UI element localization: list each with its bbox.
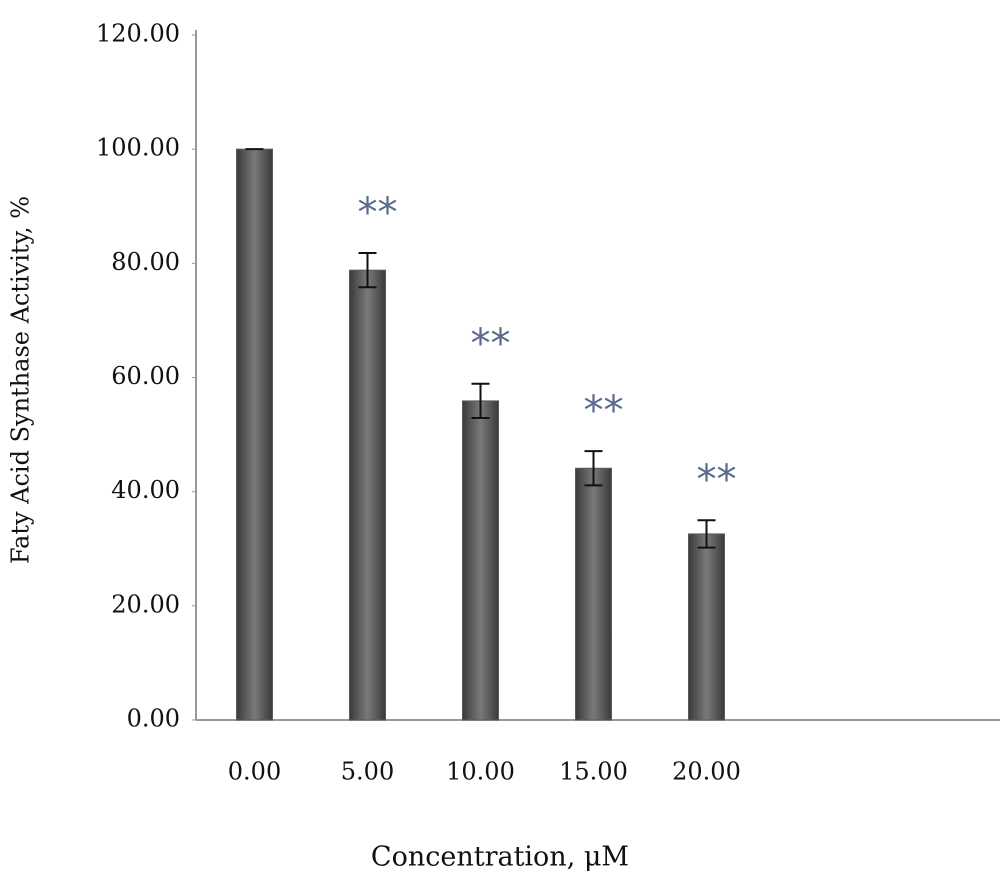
y-tick-label: 20.00 <box>111 590 180 618</box>
error-bar <box>584 450 603 487</box>
significance-marker: ** <box>471 321 511 367</box>
significance-marker: ** <box>358 190 398 236</box>
y-tick-label: 80.00 <box>111 248 180 276</box>
bar <box>575 467 612 721</box>
error-bar <box>358 252 377 289</box>
significance-marker: ** <box>584 388 624 434</box>
x-tick-label: 10.00 <box>446 758 515 786</box>
x-tick-label: 0.00 <box>228 758 281 786</box>
x-tick-label: 20.00 <box>672 758 741 786</box>
y-axis-title: Faty Acid Synthase Activity, % <box>7 196 35 564</box>
bar <box>688 533 725 721</box>
bar <box>236 148 273 721</box>
significance-marker: ** <box>697 457 737 503</box>
bar <box>462 400 499 721</box>
y-tick-label: 120.00 <box>96 20 180 48</box>
y-tick-label: 40.00 <box>111 476 180 504</box>
x-axis-title: Concentration, μM <box>371 842 629 873</box>
error-bar <box>471 382 490 420</box>
bar <box>349 269 386 721</box>
y-tick-label: 100.00 <box>96 134 180 162</box>
x-tick-label: 5.00 <box>341 758 394 786</box>
error-bar <box>697 519 716 549</box>
x-tick-label: 15.00 <box>559 758 628 786</box>
y-tick-label: 60.00 <box>111 362 180 390</box>
y-tick-label: 0.00 <box>127 705 180 733</box>
